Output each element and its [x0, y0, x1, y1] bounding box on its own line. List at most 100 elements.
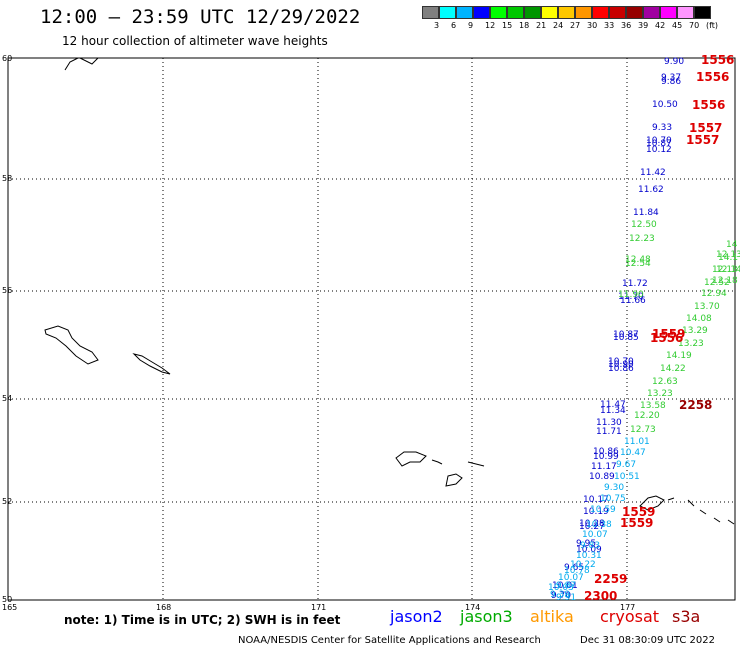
jason3-label: 12.13 [712, 265, 738, 275]
island-adak [44, 325, 99, 365]
jason2-label: 9.86 [661, 77, 681, 87]
colorbar-label: 18 [519, 21, 530, 30]
colorbar-swatch [592, 6, 609, 19]
island-small-2 [445, 473, 463, 487]
jason2-label: 11.34 [600, 406, 626, 416]
legend-cryosat: cryosat [600, 607, 660, 626]
jason2-label: 11.62 [638, 185, 664, 195]
jason2-label: 10.87 [613, 330, 639, 340]
jason3-label: 12.63 [652, 377, 678, 387]
s3a-label: 2258 [679, 398, 712, 412]
island-unalaska [395, 451, 427, 467]
jason3-label: 12.13 [716, 250, 740, 260]
jason3-label: 12.50 [631, 220, 657, 230]
longitude-label: 171 [311, 603, 326, 612]
cryosat-label: 2259 [594, 572, 627, 586]
legend-jason2: jason2 [390, 607, 443, 626]
legend-altika: altika [530, 607, 574, 626]
jason2-label: 10.99 [593, 452, 619, 462]
island-small-1 [431, 459, 443, 465]
colorbar-label: 21 [536, 21, 547, 30]
cryosat-label: 1556 [692, 98, 725, 112]
jason3-label: 12.73 [630, 425, 656, 435]
colorbar-swatch [660, 6, 677, 19]
colorbar-label: 27 [570, 21, 581, 30]
altika-label: 10.03 [548, 583, 574, 593]
colorbar-swatch [507, 6, 524, 19]
jason2-label: 10.12 [646, 145, 672, 155]
colorbar-label: 42 [655, 21, 666, 30]
jason2-label: 11.47 [600, 400, 626, 410]
longitude-label: 177 [620, 603, 635, 612]
colorbar-swatch [677, 6, 694, 19]
cryosat-label: 2300 [584, 589, 617, 603]
colorbar-label: 39 [638, 21, 649, 30]
island-small-3 [467, 461, 485, 467]
jason3-label: 13.23 [647, 389, 673, 399]
jason3-label: 12.52 [704, 278, 730, 288]
altika-label: 10.07 [582, 530, 608, 540]
wave-height-labels: 9.909.379.8610.509.3310.7010.8710.1211.4… [548, 53, 740, 603]
altika-label: 10.51 [614, 472, 640, 482]
footer-timestamp: Dec 31 08:30:09 UTC 2022 [580, 635, 715, 646]
jason3-label: 11.90 [618, 290, 644, 300]
altika-label: 9.39 [550, 590, 570, 600]
cryosat-label: 1559 [620, 516, 653, 530]
cryosat-label: 1556 [696, 70, 729, 84]
footnote: note: 1) Time is in UTC; 2) SWH is in fe… [64, 613, 341, 627]
jason2-label: 10.01 [552, 581, 578, 591]
colorbar-label: 6 [451, 21, 457, 30]
jason2-label: 11.66 [620, 296, 646, 306]
colorbar-label: (ft) [706, 21, 719, 30]
jason3-label: 12.20 [634, 411, 660, 421]
map-title: 12:00 – 23:59 UTC 12/29/2022 [40, 6, 361, 28]
colorbar-labels: 3 6 9 12 15 18 21 24 27 30 33 36 39 42 45 70 (ft) [422, 21, 740, 33]
colorbar-swatch [456, 6, 473, 19]
footer-credit: NOAA/NESDIS Center for Satellite Applica… [238, 635, 541, 646]
colorbar-label: 3 [434, 21, 440, 30]
altika-label: 10.78 [564, 566, 590, 576]
altika-label: 11.01 [624, 437, 650, 447]
jason3-label: 12.48 [625, 255, 651, 265]
colorbar-label: 70 [689, 21, 700, 30]
colorbar-label: 24 [553, 21, 564, 30]
jason3-label: 12.23 [629, 234, 655, 244]
latitude-labels: 60 58 56 54 52 50 [2, 54, 12, 604]
colorbar-label: 36 [621, 21, 632, 30]
colorbar-label: 15 [502, 21, 513, 30]
jason2-label: 10.17 [583, 495, 609, 505]
latitude-label: 60 [2, 54, 12, 63]
jason3-label: 13.23 [678, 339, 704, 349]
island-east-chain [667, 497, 735, 525]
colorbar-label: 12 [485, 21, 496, 30]
longitude-label: 168 [156, 603, 171, 612]
jason2-label: 9.90 [664, 57, 684, 67]
altika-label: 10.31 [576, 551, 602, 561]
altika-label: 9.30 [604, 483, 624, 493]
jason2-label: 11.84 [633, 208, 659, 218]
jason2-label: 10.90 [608, 360, 634, 370]
wave-height-colorbar [422, 6, 711, 19]
cryosat-label: 1556 [701, 53, 734, 67]
jason3-label: 12.94 [701, 289, 727, 299]
longitude-label: 174 [465, 603, 480, 612]
colorbar-swatch [473, 6, 490, 19]
altika-label: 10.38 [586, 520, 612, 530]
jason2-label: 11.42 [640, 168, 666, 178]
jason3-label: 13.70 [694, 302, 720, 312]
colorbar-label: 45 [672, 21, 683, 30]
jason3-label: 14.08 [686, 314, 712, 324]
jason3-label: 14 [726, 240, 738, 250]
jason2-label: 9.70 [551, 591, 571, 601]
jason2-label: 10.87 [646, 139, 672, 149]
jason2-label: 11.71 [596, 427, 622, 437]
latitude-label: 54 [2, 394, 12, 403]
altika-label: 9.67 [616, 460, 636, 470]
jason3-label: 12.18 [712, 276, 738, 286]
jason2-label: 10.27 [579, 522, 605, 532]
jason2-label: 11.30 [596, 418, 622, 428]
latitude-label: 50 [2, 595, 12, 604]
jason2-label: 10.70 [608, 357, 634, 367]
jason2-label: 9.95 [576, 539, 596, 549]
cryosat-label: 1559 [622, 505, 655, 519]
